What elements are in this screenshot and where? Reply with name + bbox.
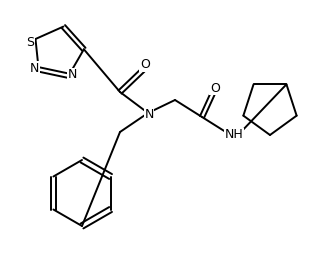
Text: N: N [68,68,77,81]
Text: N: N [144,108,154,121]
Text: NH: NH [225,128,244,141]
Text: O: O [210,81,220,94]
Text: S: S [26,35,35,49]
Text: O: O [140,58,150,72]
Text: N: N [30,62,39,75]
